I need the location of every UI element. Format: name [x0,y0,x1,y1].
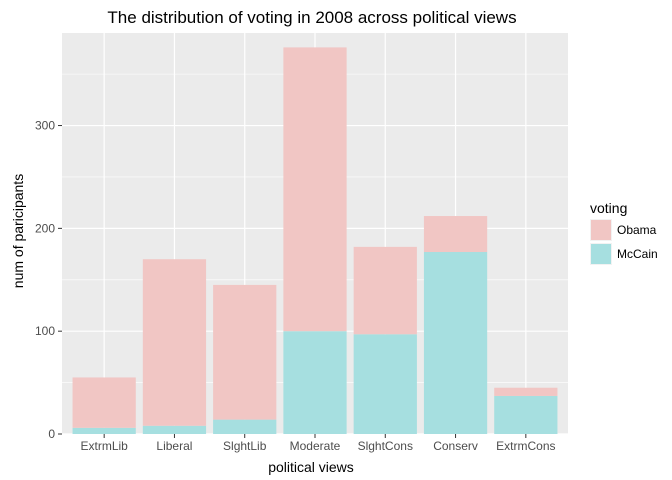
y-tick-label: 100 [35,324,55,338]
legend-swatch-obama [591,220,611,240]
bar-mccain-slghtcons [353,334,417,434]
x-tick-label: SlghtCons [358,439,413,453]
x-tick-label: ExtrmLib [80,439,128,453]
bar-obama-extrmcons [494,387,558,396]
legend-label-mccain: McCain [617,247,658,261]
x-tick-label: SlghtLib [223,439,267,453]
bar-mccain-extrmcons [494,395,558,434]
bar-obama-slghtlib [213,284,277,420]
legend-label-obama: Obama [617,223,657,237]
bar-mccain-moderate [283,331,347,434]
legend: voting Obama McCain [590,200,658,265]
x-tick-label: Conserv [433,439,478,453]
chart-title: The distribution of voting in 2008 acros… [107,8,516,27]
bar-obama-moderate [283,47,347,332]
bar-obama-liberal [142,259,207,426]
x-axis-ticks: ExtrmLib Liberal SlghtLib Moderate SlghtCons… [80,434,556,453]
bars [72,47,558,434]
x-tick-label: ExtrmCons [496,439,555,453]
y-tick-label: 300 [35,119,55,133]
legend-swatch-mccain [591,244,611,264]
bar-mccain-slghtlib [213,419,277,434]
x-tick-label: Liberal [156,439,192,453]
bar-mccain-liberal [142,425,207,434]
y-axis-title: num of paricipants [10,174,26,288]
bar-mccain-conserv [423,252,488,434]
bar-mccain-extrmlib [72,427,136,434]
y-tick-label: 200 [35,221,55,235]
bar-obama-slghtcons [353,246,417,335]
x-axis-title: political views [268,459,354,475]
bar-obama-conserv [423,216,488,253]
bar-obama-extrmlib [72,377,136,428]
y-tick-label: 0 [48,427,55,441]
y-axis-ticks: 0 100 200 300 [35,119,62,441]
x-tick-label: Moderate [290,439,341,453]
legend-title: voting [590,200,627,216]
